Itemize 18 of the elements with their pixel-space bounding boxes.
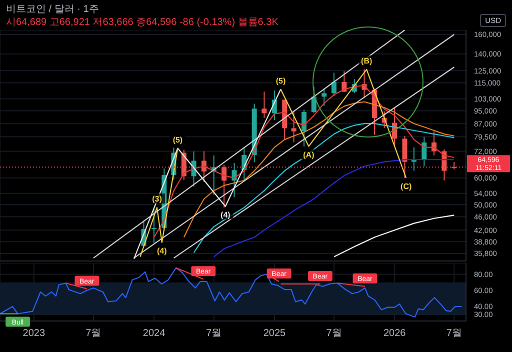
chart-title: 비트코인 / 달러 · 1주 bbox=[6, 3, 99, 16]
annotation: (5) bbox=[276, 76, 286, 86]
x-tick-label: 7월 bbox=[206, 328, 222, 340]
annotation: (4) bbox=[157, 246, 168, 256]
x-tick-label: 7월 bbox=[446, 328, 462, 340]
annotation: (3) bbox=[152, 194, 162, 204]
annotation: (A) bbox=[303, 150, 315, 160]
annotation: (C) bbox=[400, 182, 412, 191]
x-tick-label: 2024 bbox=[142, 328, 166, 340]
x-tick-label: 7월 bbox=[326, 328, 342, 340]
x-tick-label: 2026 bbox=[383, 328, 406, 340]
annotation: (4) bbox=[220, 210, 231, 220]
x-tick-label: 2025 bbox=[263, 328, 286, 340]
annotation: (B) bbox=[361, 56, 372, 66]
annotation: (5) bbox=[172, 135, 183, 144]
x-tick-label: 7월 bbox=[86, 328, 102, 340]
chart-subtitle: 시64,689 고66,921 저63,666 종64,596 -86 (-0.13%) 볼륨6.3K bbox=[6, 16, 278, 29]
x-tick-label: 2023 bbox=[22, 328, 46, 340]
